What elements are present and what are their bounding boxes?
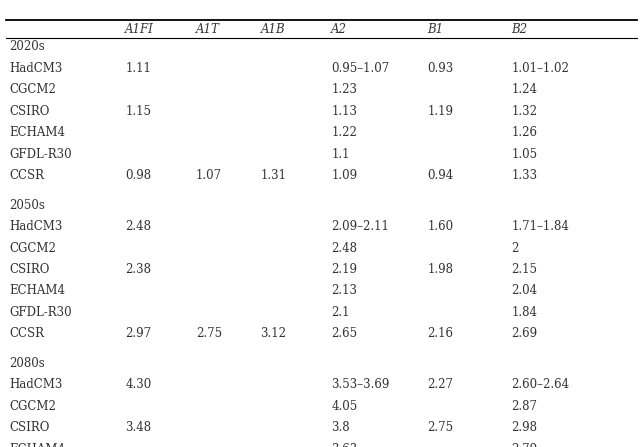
Text: 1.33: 1.33 [511,169,538,182]
Text: 2.69: 2.69 [511,327,538,341]
Text: 1.19: 1.19 [428,105,453,118]
Text: 2.48: 2.48 [331,241,357,255]
Text: 2.98: 2.98 [511,421,537,434]
Text: 1.60: 1.60 [428,220,454,233]
Text: 2: 2 [511,241,518,255]
Text: 1.22: 1.22 [331,126,357,139]
Text: 3.12: 3.12 [260,327,286,341]
Text: 2050s: 2050s [10,198,46,212]
Text: 2.09–2.11: 2.09–2.11 [331,220,389,233]
Text: 0.94: 0.94 [428,169,454,182]
Text: CGCM2: CGCM2 [10,400,57,413]
Text: GFDL-R30: GFDL-R30 [10,306,72,319]
Text: 1.98: 1.98 [428,263,453,276]
Text: 2.48: 2.48 [125,220,151,233]
Text: CSIRO: CSIRO [10,105,50,118]
Text: 1.15: 1.15 [125,105,151,118]
Text: 2020s: 2020s [10,40,46,54]
Text: ECHAM4: ECHAM4 [10,284,66,298]
Text: 0.98: 0.98 [125,169,152,182]
Text: 2.75: 2.75 [428,421,454,434]
Text: CCSR: CCSR [10,169,44,182]
Text: CSIRO: CSIRO [10,421,50,434]
Text: CCSR: CCSR [10,327,44,341]
Text: 1.31: 1.31 [260,169,286,182]
Text: B2: B2 [511,22,527,36]
Text: 1.84: 1.84 [511,306,537,319]
Text: 1.13: 1.13 [331,105,357,118]
Text: HadCM3: HadCM3 [10,378,63,392]
Text: 1.11: 1.11 [125,62,151,75]
Text: ECHAM4: ECHAM4 [10,126,66,139]
Text: 1.05: 1.05 [511,148,538,161]
Text: 1.07: 1.07 [196,169,222,182]
Text: 2080s: 2080s [10,357,46,370]
Text: 2.19: 2.19 [331,263,357,276]
Text: 3.63: 3.63 [331,443,358,447]
Text: 4.05: 4.05 [331,400,358,413]
Text: 2.60–2.64: 2.60–2.64 [511,378,569,392]
Text: 2.79: 2.79 [511,443,538,447]
Text: 2.04: 2.04 [511,284,538,298]
Text: A1B: A1B [260,22,285,36]
Text: 4.30: 4.30 [125,378,152,392]
Text: A2: A2 [331,22,347,36]
Text: 2.16: 2.16 [428,327,453,341]
Text: 1.01–1.02: 1.01–1.02 [511,62,569,75]
Text: HadCM3: HadCM3 [10,220,63,233]
Text: 2.13: 2.13 [331,284,357,298]
Text: 1.09: 1.09 [331,169,358,182]
Text: 3.53–3.69: 3.53–3.69 [331,378,390,392]
Text: 2.97: 2.97 [125,327,152,341]
Text: 1.32: 1.32 [511,105,537,118]
Text: 1.23: 1.23 [331,83,357,97]
Text: 1.26: 1.26 [511,126,537,139]
Text: A1T: A1T [196,22,220,36]
Text: 3.8: 3.8 [331,421,350,434]
Text: GFDL-R30: GFDL-R30 [10,148,72,161]
Text: 2.38: 2.38 [125,263,151,276]
Text: 2.27: 2.27 [428,378,453,392]
Text: 0.95–1.07: 0.95–1.07 [331,62,390,75]
Text: B1: B1 [428,22,444,36]
Text: 1.1: 1.1 [331,148,350,161]
Text: CSIRO: CSIRO [10,263,50,276]
Text: 2.75: 2.75 [196,327,222,341]
Text: CGCM2: CGCM2 [10,83,57,97]
Text: 2.87: 2.87 [511,400,537,413]
Text: 2.65: 2.65 [331,327,358,341]
Text: 1.24: 1.24 [511,83,537,97]
Text: 1.71–1.84: 1.71–1.84 [511,220,569,233]
Text: CGCM2: CGCM2 [10,241,57,255]
Text: 2.1: 2.1 [331,306,350,319]
Text: HadCM3: HadCM3 [10,62,63,75]
Text: A1FI: A1FI [125,22,154,36]
Text: ECHAM4: ECHAM4 [10,443,66,447]
Text: 3.48: 3.48 [125,421,152,434]
Text: 2.15: 2.15 [511,263,537,276]
Text: 0.93: 0.93 [428,62,454,75]
